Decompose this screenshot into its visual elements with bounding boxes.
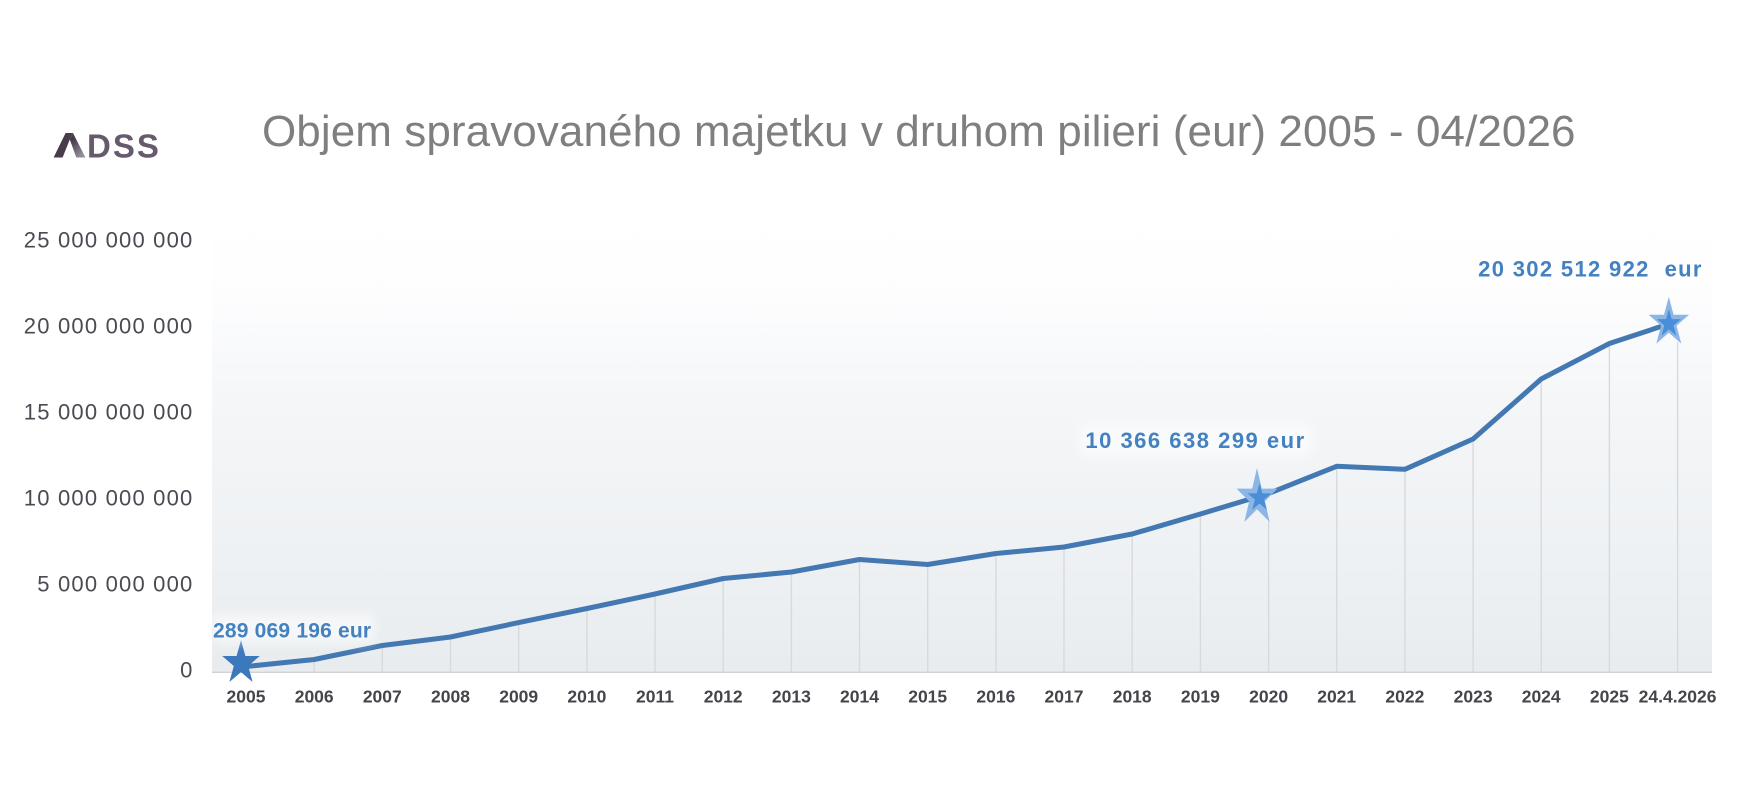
svg-text:2011: 2011 — [636, 687, 674, 707]
svg-text:2009: 2009 — [499, 687, 538, 707]
svg-text:25 000 000 000: 25 000 000 000 — [24, 227, 194, 252]
svg-text:2020: 2020 — [1249, 687, 1288, 707]
svg-text:2024: 2024 — [1522, 687, 1561, 707]
svg-text:15 000 000 000: 15 000 000 000 — [24, 399, 194, 424]
svg-text:2017: 2017 — [1045, 687, 1084, 707]
svg-text:24.4.2026: 24.4.2026 — [1639, 687, 1717, 707]
svg-text:2015: 2015 — [908, 687, 947, 707]
svg-text:2013: 2013 — [772, 687, 811, 707]
svg-text:5 000 000 000: 5 000 000 000 — [37, 572, 193, 597]
svg-text:20 302 512 922 eur: 20 302 512 922 eur — [1478, 257, 1703, 282]
svg-text:2019: 2019 — [1181, 687, 1220, 707]
svg-text:2022: 2022 — [1385, 687, 1424, 707]
svg-text:2018: 2018 — [1113, 687, 1152, 707]
svg-text:2008: 2008 — [431, 687, 470, 707]
svg-text:2012: 2012 — [704, 687, 743, 707]
svg-text:0: 0 — [180, 658, 193, 683]
svg-text:2006: 2006 — [295, 687, 334, 707]
svg-text:2023: 2023 — [1454, 687, 1493, 707]
svg-text:2014: 2014 — [840, 687, 879, 707]
svg-text:2005: 2005 — [227, 687, 266, 707]
svg-text:2007: 2007 — [363, 687, 402, 707]
svg-text:DSS: DSS — [87, 128, 161, 165]
svg-text:2010: 2010 — [567, 687, 606, 707]
svg-text:10 366 638 299 eur: 10 366 638 299 eur — [1085, 428, 1305, 453]
svg-text:10 000 000 000: 10 000 000 000 — [24, 485, 194, 510]
svg-text:289 069 196 eur: 289 069 196 eur — [213, 620, 371, 643]
svg-text:20 000 000 000: 20 000 000 000 — [24, 313, 194, 338]
svg-text:2025: 2025 — [1590, 687, 1629, 707]
svg-text:2021: 2021 — [1317, 687, 1356, 707]
svg-text:Objem spravovaného majetku v d: Objem spravovaného majetku v druhom pili… — [262, 107, 1576, 156]
svg-text:2016: 2016 — [976, 687, 1015, 707]
